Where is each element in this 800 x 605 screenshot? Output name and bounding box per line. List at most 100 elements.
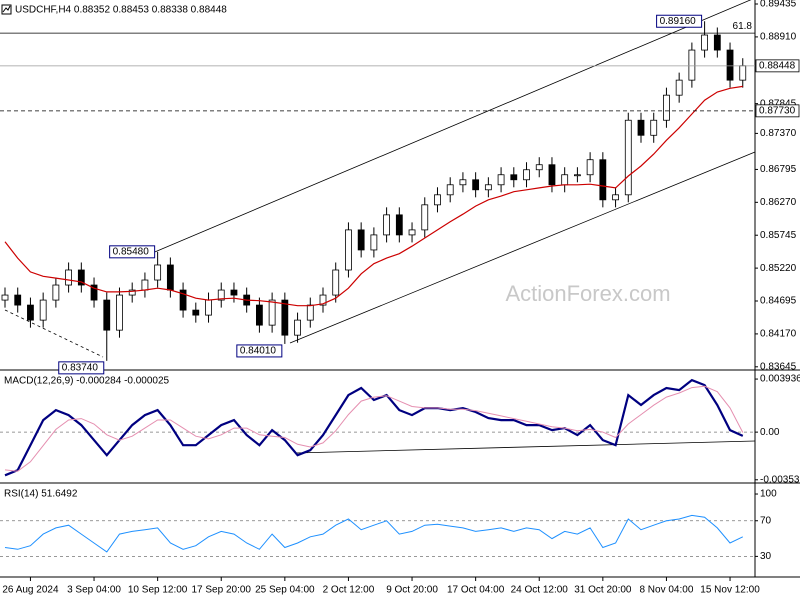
- y-tick-label: 0.85745: [760, 230, 797, 241]
- candle-body: [383, 214, 391, 236]
- candle-body: [14, 294, 22, 306]
- candle-body: [548, 164, 556, 186]
- candle-body: [510, 174, 518, 181]
- macd-title: MACD(12,26,9) -0.000284 -0.000025: [4, 376, 170, 387]
- x-tick-label: 3 Sep 04:00: [67, 585, 121, 596]
- candle-body: [179, 289, 187, 311]
- y-tick-label: 0.89435: [760, 0, 797, 10]
- candle-body: [535, 164, 543, 171]
- candle-body: [268, 299, 276, 326]
- annotation-box: [109, 245, 156, 259]
- y-tick-label: -0.003536: [760, 474, 800, 485]
- candle-body: [370, 234, 378, 251]
- candle-body: [319, 294, 327, 306]
- y-tick-label: 0.86270: [760, 197, 797, 208]
- candle-body: [688, 49, 696, 81]
- x-tick-label: 26 Aug 2024: [2, 585, 59, 596]
- candle-body: [205, 299, 212, 316]
- candle-body: [192, 309, 200, 316]
- y-tick-label: 0.84170: [760, 329, 797, 340]
- annotation-box: [236, 344, 283, 358]
- candle-body: [306, 304, 314, 321]
- candle-body: [141, 279, 149, 291]
- y-tick-label: 0.88910: [760, 32, 797, 43]
- x-tick-label: 10 Sep 12:00: [128, 585, 188, 596]
- candle-body: [561, 174, 569, 186]
- x-tick-label: 17 Oct 04:00: [447, 585, 505, 596]
- y-tick-label: 0.84695: [760, 296, 797, 307]
- candle-body: [624, 119, 632, 196]
- candle-body: [128, 289, 136, 296]
- candle-body: [116, 294, 123, 331]
- y-tick-label: 0.83645: [760, 361, 797, 372]
- x-tick-label: 25 Sep 04:00: [255, 585, 315, 596]
- x-tick-label: 8 Nov 04:00: [639, 585, 693, 596]
- candle-body: [345, 229, 352, 271]
- x-tick-label: 9 Oct 20:00: [386, 585, 438, 596]
- candle-body: [103, 299, 111, 331]
- moving-average: [4, 85, 743, 307]
- symbol-icon-line: [2, 5, 11, 13]
- y-tick-label: 0.003936: [760, 374, 800, 385]
- candle-body: [332, 269, 340, 296]
- candle-body: [523, 169, 530, 181]
- annotation-label: 0.84010: [240, 346, 277, 357]
- level-label-box: [755, 59, 800, 73]
- annotation-label: 0.85480: [113, 246, 150, 257]
- y-tick-label: 0.00: [760, 427, 780, 438]
- candle-body: [599, 159, 607, 201]
- candle-body: [497, 174, 505, 186]
- candle-body: [230, 289, 238, 296]
- candle-body: [27, 304, 34, 321]
- series-line: [4, 514, 744, 553]
- candle-body: [39, 299, 47, 321]
- y-tick-label: 0.87845: [760, 98, 797, 109]
- y-tick-label: 100: [760, 489, 777, 500]
- candle-body: [421, 204, 429, 231]
- level-label: 0.87730: [759, 105, 796, 116]
- symbol-icon: [1, 4, 12, 15]
- y-tick-label: 0.87370: [760, 128, 797, 139]
- candle-body: [434, 194, 441, 206]
- rsi-title: RSI(14) 51.6492: [4, 489, 78, 500]
- candle-body: [612, 194, 619, 201]
- annotation-box: [656, 14, 703, 28]
- watermark: ActionForex.com: [505, 281, 670, 306]
- candle-body: [650, 119, 658, 136]
- macd-trendline: [294, 440, 756, 454]
- level-label-box: [755, 104, 800, 118]
- series-line: [4, 385, 744, 472]
- channel-lower: [289, 151, 756, 344]
- trend-dotted: [4, 309, 104, 358]
- chart-title: USDCHF,H4 0.88352 0.88453 0.88338 0.8844…: [15, 5, 227, 16]
- x-tick-label: 24 Oct 12:00: [511, 585, 569, 596]
- level-label: 0.88448: [759, 60, 796, 71]
- candle-body: [574, 174, 581, 177]
- candle-body: [713, 34, 721, 51]
- series-line: [4, 378, 744, 477]
- y-tick-label: 0.86795: [760, 164, 797, 175]
- candle-body: [166, 264, 174, 291]
- x-tick-label: 17 Sep 20:00: [191, 585, 251, 596]
- channel-upper: [149, 0, 752, 255]
- candle-body: [726, 49, 734, 81]
- x-tick-label: 31 Oct 20:00: [574, 585, 632, 596]
- candle-body: [586, 159, 594, 176]
- candle-body: [90, 284, 98, 301]
- candle-body: [675, 79, 683, 96]
- candle-body: [663, 94, 670, 121]
- annotation-label: 0.83740: [62, 362, 99, 373]
- x-tick-label: 15 Nov 12:00: [700, 585, 760, 596]
- candle-body: [217, 289, 225, 301]
- candle-body: [472, 179, 480, 191]
- candle-body: [65, 269, 72, 286]
- candle-body: [701, 34, 708, 51]
- candle-body: [77, 269, 85, 286]
- y-tick-label: 70: [760, 515, 772, 526]
- candle-body: [446, 184, 454, 196]
- candle-body: [52, 284, 60, 301]
- candle-body: [395, 214, 403, 236]
